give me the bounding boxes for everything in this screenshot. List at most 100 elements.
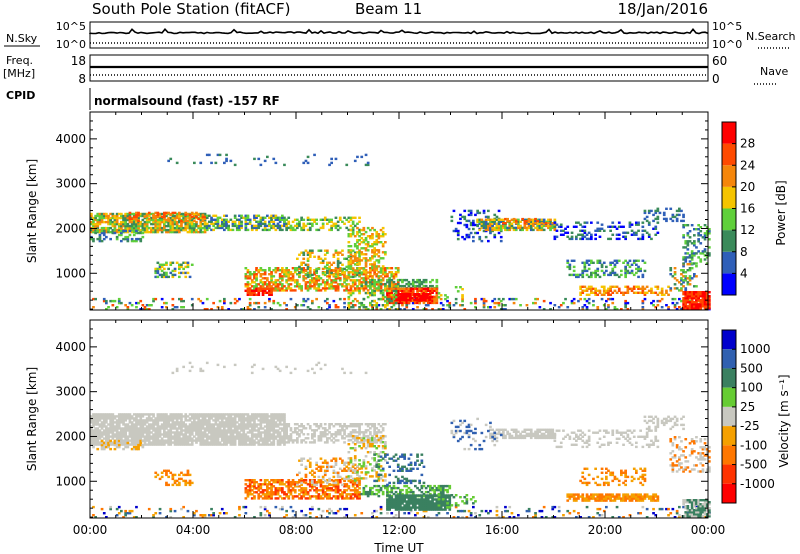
power-cell: [321, 287, 325, 290]
velocity-cell: [178, 433, 181, 436]
power-cell: [173, 228, 177, 232]
power-cell: [270, 293, 273, 296]
power-cell: [678, 281, 681, 284]
power-cell: [197, 230, 200, 234]
power-cell: [695, 303, 698, 306]
velocity-cell: [216, 443, 220, 446]
power-cell: [336, 306, 340, 309]
velocity-cell: [128, 421, 132, 424]
velocity-cell: [180, 415, 183, 418]
power-cell: [654, 225, 658, 228]
velocity-cell: [214, 413, 218, 416]
velocity-cell: [214, 421, 218, 424]
power-cell: [635, 291, 638, 294]
power-cell: [347, 263, 351, 266]
power-cell: [315, 218, 318, 221]
power-cell: [684, 295, 688, 298]
velocity-cell: [158, 441, 162, 444]
power-cell: [484, 226, 488, 230]
power-cell: [373, 263, 376, 266]
velocity-cell: [240, 415, 243, 418]
power-cell: [137, 301, 140, 305]
power-cell: [158, 218, 162, 222]
power-cell: [377, 271, 381, 274]
power-cell: [514, 228, 518, 232]
power-cell: [476, 218, 479, 221]
velocity-cell: [109, 419, 112, 422]
power-cell: [92, 306, 95, 309]
power-cell: [330, 157, 333, 161]
power-cell: [433, 299, 436, 303]
power-cell: [478, 237, 482, 241]
power-cell: [369, 293, 372, 297]
power-cell: [240, 214, 243, 217]
velocity-cell: [227, 417, 230, 420]
velocity-cell: [158, 507, 162, 511]
velocity-cell: [150, 413, 153, 416]
power-cell: [298, 271, 301, 275]
velocity-cell: [90, 425, 93, 428]
power-cell: [699, 307, 703, 310]
power-cell: [143, 228, 147, 232]
power-cell: [302, 299, 306, 303]
power-cell: [637, 223, 640, 226]
velocity-cell: [163, 423, 166, 426]
power-cell: [693, 291, 696, 294]
velocity-cell: [218, 435, 222, 438]
power-cell: [302, 297, 306, 301]
power-cell: [581, 306, 585, 309]
power-cell: [532, 220, 535, 223]
power-cell: [100, 220, 104, 224]
velocity-cell: [90, 427, 93, 430]
velocity-cell: [145, 421, 149, 424]
power-cell: [274, 228, 278, 232]
velocity-cell: [480, 509, 484, 513]
power-cell: [705, 234, 709, 237]
power-cell: [351, 271, 355, 274]
velocity-cell: [137, 423, 140, 426]
power-cell: [489, 228, 492, 232]
power-cell: [472, 239, 475, 243]
power-cell: [628, 259, 632, 262]
power-cell: [690, 307, 694, 310]
power-cell: [347, 235, 351, 238]
power-cell: [497, 301, 501, 305]
velocity-cell: [180, 507, 183, 511]
power-cell: [130, 237, 134, 241]
power-cell: [375, 253, 379, 256]
power-cell: [581, 285, 585, 288]
power-cell: [96, 237, 100, 241]
power-cell: [128, 220, 132, 224]
power-cell: [270, 216, 273, 219]
velocity-cell: [165, 421, 168, 424]
power-cell: [366, 277, 370, 280]
power-cell: [678, 209, 681, 213]
power-cell: [212, 224, 215, 228]
power-cell: [135, 215, 138, 219]
power-cell: [343, 277, 346, 280]
power-cell: [201, 222, 205, 226]
freq-unit-label: [MHz]: [3, 67, 35, 80]
power-cell: [353, 287, 357, 290]
power-cell: [540, 224, 544, 228]
power-cell: [126, 230, 130, 234]
velocity-cell: [195, 427, 198, 430]
power-cell: [302, 226, 306, 230]
power-cell: [697, 228, 700, 231]
velocity-cell: [135, 433, 138, 436]
velocity-cell: [235, 431, 239, 434]
power-cell: [351, 279, 355, 282]
power-cell: [399, 308, 402, 311]
power-cell: [300, 261, 303, 264]
power-cell: [675, 287, 679, 290]
power-cell: [439, 297, 443, 301]
velocity-cell: [238, 431, 241, 434]
power-cell: [281, 279, 284, 282]
velocity-cell: [231, 425, 235, 428]
power-cell: [135, 213, 138, 217]
velocity-cell: [212, 427, 215, 430]
velocity-cell: [130, 437, 134, 440]
power-cell: [686, 283, 690, 286]
power-cell: [323, 216, 327, 219]
power-cell: [697, 240, 700, 243]
